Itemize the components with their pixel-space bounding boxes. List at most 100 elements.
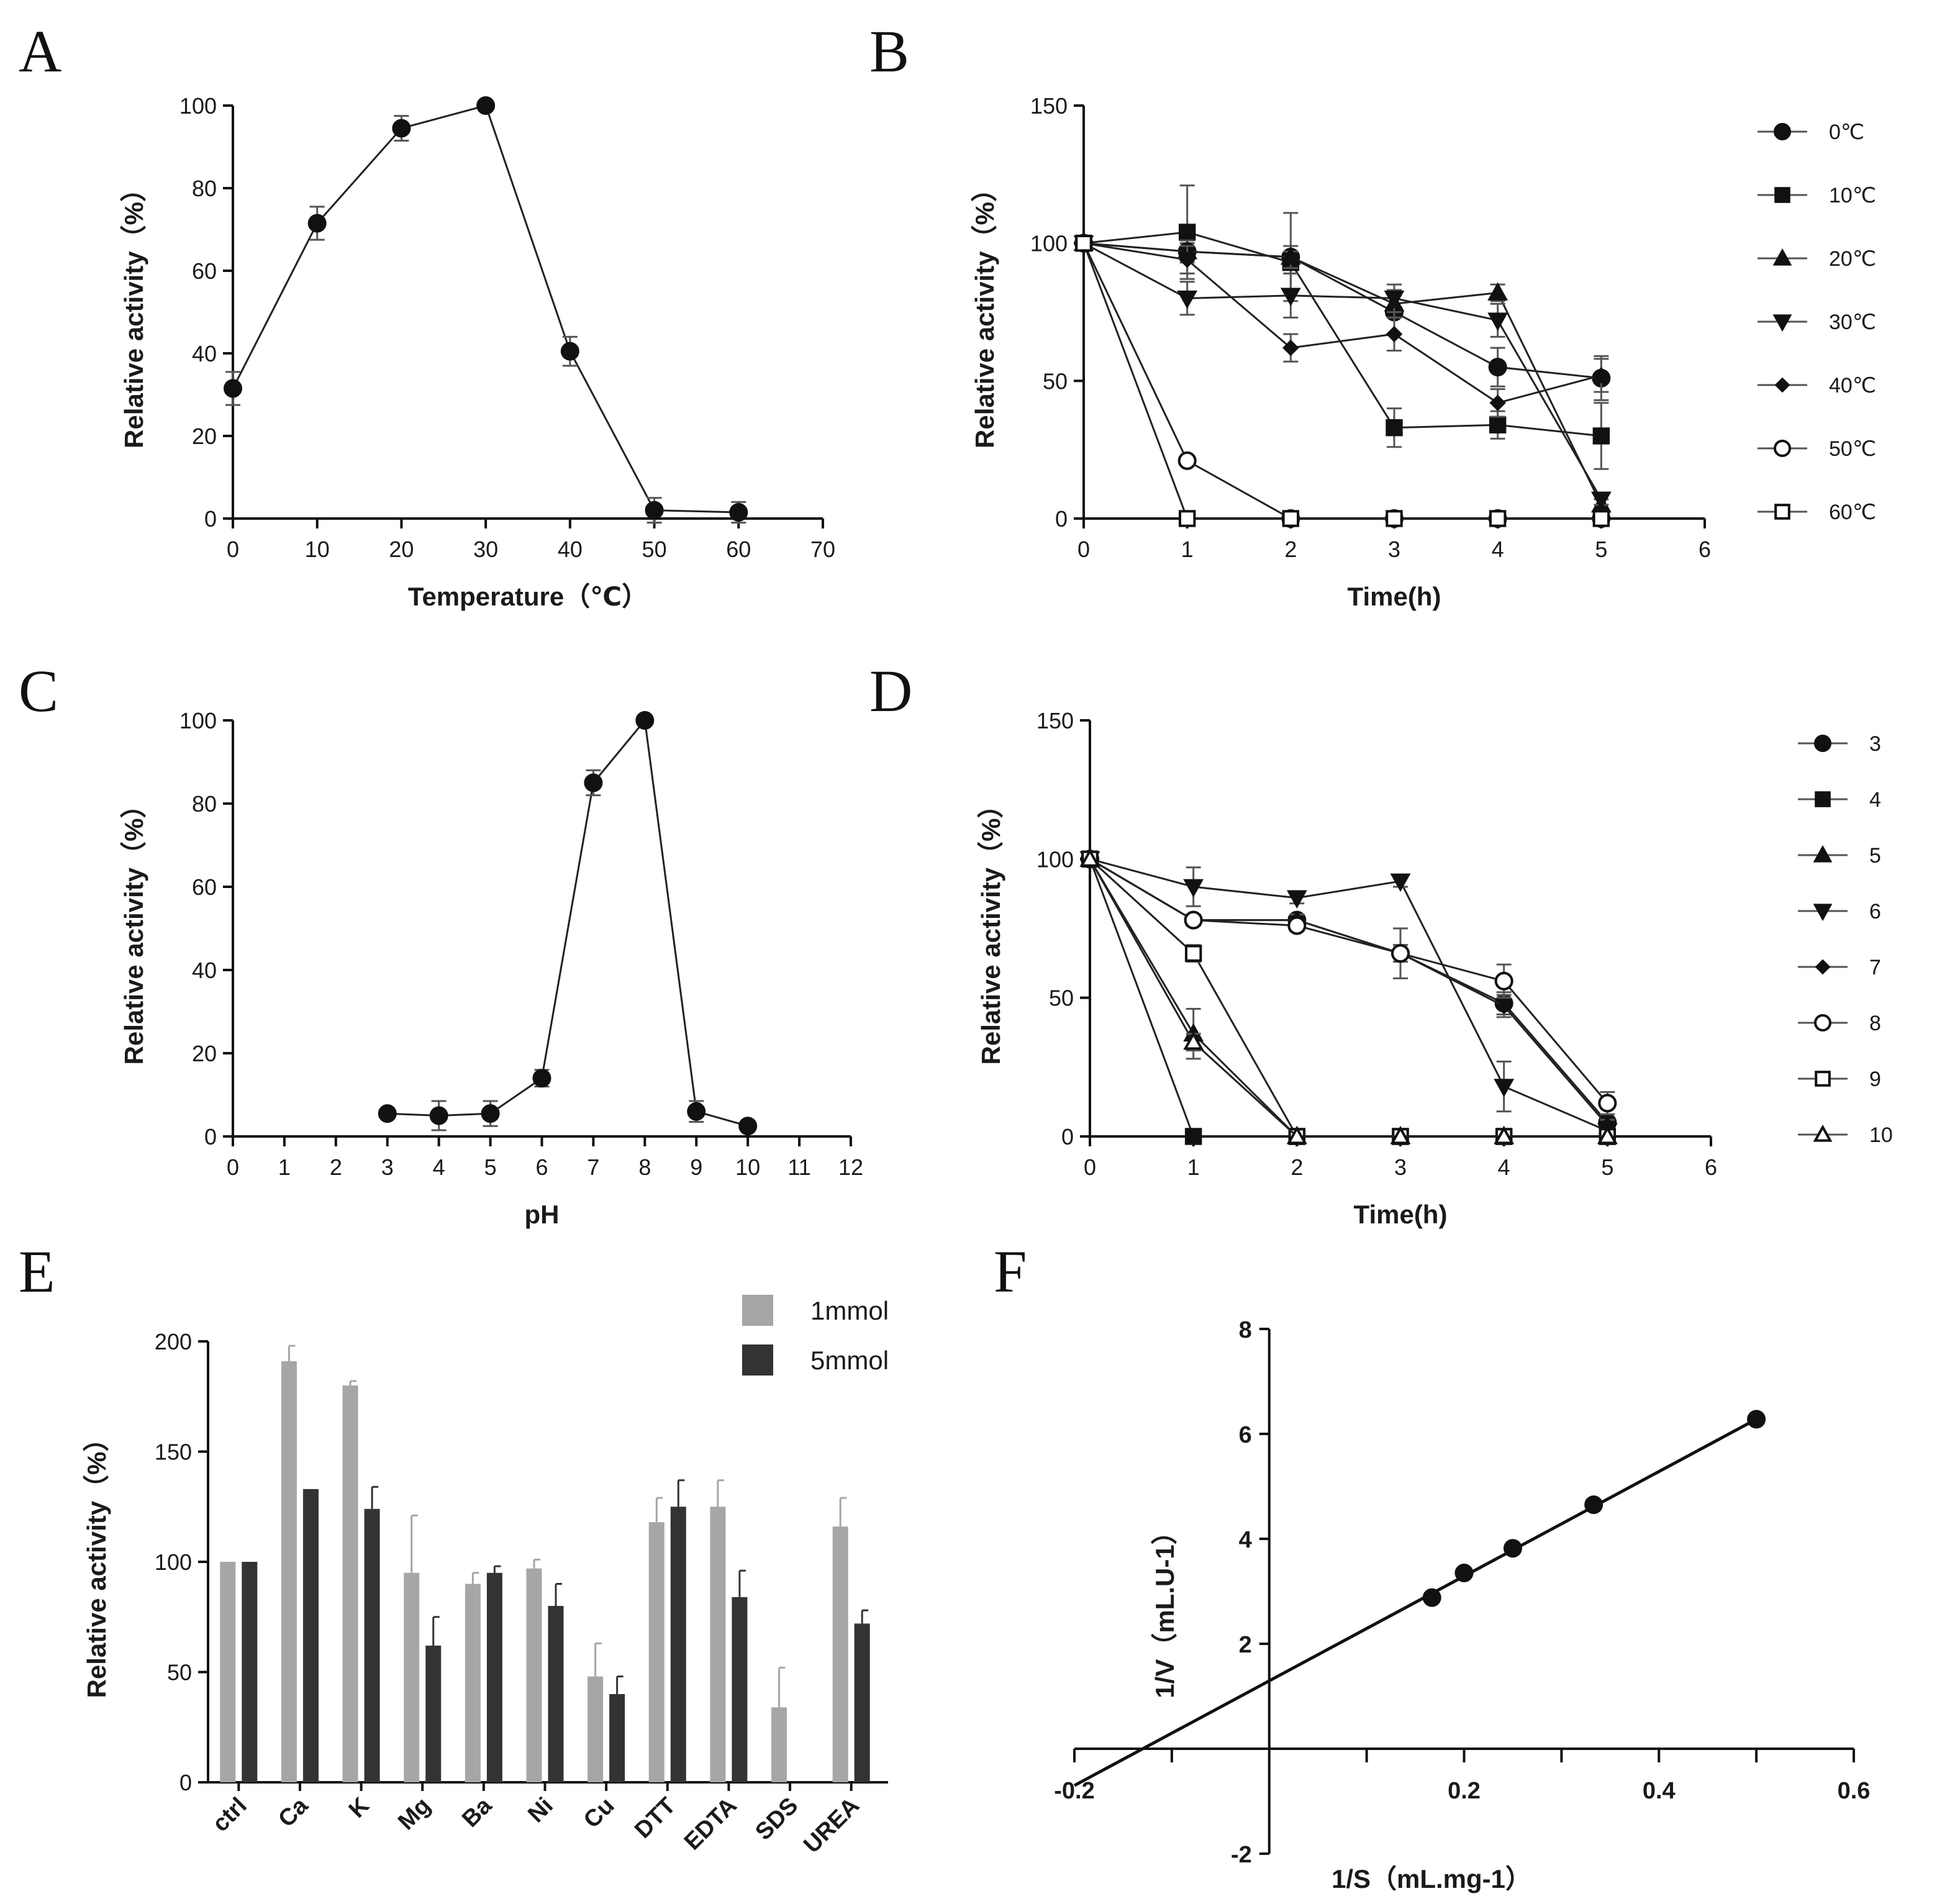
b-legend-label: 50℃ (1829, 437, 1876, 461)
b-legend-label: 30℃ (1829, 311, 1876, 334)
e-y-tick-label: 0 (179, 1770, 192, 1795)
f-y-tick-label: -2 (1231, 1842, 1252, 1868)
b-data-point (1592, 427, 1610, 445)
b-data-point (1488, 358, 1507, 377)
c-x-tick-label: 6 (535, 1154, 548, 1180)
d-legend-label: 3 (1869, 732, 1881, 756)
d-series-line (1089, 858, 1608, 1138)
b-x-tick-label: 5 (1595, 537, 1607, 562)
d-data-point (1287, 916, 1307, 935)
a-x-tick-label: 20 (389, 537, 414, 562)
f-x-tick-label: 0.4 (1643, 1778, 1676, 1804)
a-y-tick-label: 100 (179, 93, 217, 119)
b-legend-label: 10℃ (1829, 184, 1876, 207)
d-series-5 (1081, 850, 1617, 1115)
d-series-0 (1081, 850, 1617, 1132)
e-bar-5mmol (364, 1508, 380, 1782)
b-x-tick-label: 2 (1284, 537, 1297, 562)
e-bar-1mmol (587, 1676, 604, 1782)
e-category-label: DTT (630, 1793, 681, 1844)
c-y-tick-label: 40 (192, 958, 217, 983)
b-y-axis-title: Relative activity（%） (970, 176, 999, 448)
a-x-tick-label: 60 (726, 537, 751, 562)
b-legend-marker (1774, 123, 1791, 140)
e-bar-1mmol (710, 1507, 726, 1782)
c-y-axis-title: Relative activity（%） (119, 792, 148, 1065)
e-bar-1mmol (404, 1572, 420, 1782)
c-x-axis-title: pH (525, 1200, 560, 1229)
d-legend-label: 8 (1869, 1012, 1881, 1035)
c-x-tick-label: 11 (787, 1154, 810, 1180)
b-data-point (1386, 510, 1403, 527)
e-legend-label: 1mmol (810, 1296, 889, 1325)
e-bar-5mmol (732, 1597, 748, 1782)
d-data-point (1286, 1125, 1307, 1145)
a-data-point (729, 503, 748, 522)
c-y-tick-label: 60 (192, 874, 217, 900)
f-x-tick-label: 0.6 (1838, 1778, 1871, 1804)
c-y-tick-label: 100 (179, 708, 217, 733)
b-data-point (1386, 419, 1403, 437)
f-x-tick-label: -0.2 (1054, 1778, 1094, 1804)
d-data-point (1184, 910, 1203, 930)
d-x-tick-label: 2 (1291, 1154, 1303, 1180)
d-data-point (1183, 1031, 1204, 1050)
d-y-tick-label: 150 (1037, 708, 1074, 733)
f-y-tick-label: 2 (1239, 1632, 1252, 1658)
b-legend-marker (1772, 314, 1792, 332)
b-x-tick-label: 1 (1181, 537, 1194, 562)
c-data-point (532, 1069, 551, 1088)
d-series-line (1089, 858, 1608, 1104)
e-bar-1mmol (832, 1526, 848, 1782)
d-legend-marker (1813, 845, 1833, 863)
d-data-point (1390, 873, 1411, 892)
b-data-point (1179, 252, 1195, 268)
c-series-0 (378, 711, 758, 1136)
b-legend-marker (1774, 187, 1790, 203)
b-series-line (1083, 242, 1602, 500)
a-y-tick-label: 80 (192, 176, 217, 201)
d-x-axis-title: Time(h) (1354, 1200, 1448, 1229)
f-y-tick-label: 4 (1239, 1527, 1252, 1553)
a-series-line (232, 104, 739, 514)
a-x-axis-title: Temperature（℃） (408, 582, 648, 611)
d-data-point (1183, 879, 1204, 898)
d-legend-marker (1814, 735, 1831, 752)
b-series-0 (1074, 212, 1611, 401)
b-data-point (1489, 416, 1507, 433)
b-y-tick-label: 50 (1043, 368, 1068, 394)
a-y-tick-label: 40 (192, 341, 217, 366)
b-data-point (1489, 510, 1507, 527)
b-y-tick-label: 0 (1055, 506, 1068, 532)
c-x-tick-label: 12 (838, 1154, 863, 1180)
e-category-label: Mg (393, 1793, 436, 1836)
e-bar-1mmol (526, 1568, 542, 1782)
c-data-point (378, 1104, 397, 1123)
b-legend-label: 40℃ (1829, 374, 1876, 397)
e-y-tick-label: 100 (155, 1549, 192, 1575)
e-bar-1mmol (342, 1385, 358, 1782)
d-legend-marker (1815, 791, 1831, 807)
e-category-label: UREA (799, 1793, 864, 1859)
b-series-6 (1075, 234, 1610, 527)
d-data-point (1494, 1079, 1515, 1097)
b-x-axis-title: Time(h) (1348, 582, 1441, 611)
a-series-0 (224, 96, 748, 524)
d-y-axis-title: Relative activity（%） (976, 792, 1005, 1065)
e-legend-swatch (742, 1295, 773, 1326)
d-data-point (1391, 944, 1410, 963)
b-series-1 (1075, 184, 1610, 470)
a-y-tick-label: 20 (192, 424, 217, 449)
c-x-tick-label: 5 (484, 1154, 497, 1180)
panel-d-ph-stability: 0 50 100 150 0 1 2 3 4 5 6 Time(h) Relative activity… (976, 708, 1893, 1229)
e-bar-1mmol (281, 1361, 297, 1782)
f-x-tick-label: 0.2 (1448, 1778, 1481, 1804)
b-data-point (1489, 394, 1506, 412)
e-bar-5mmol (609, 1694, 625, 1782)
b-series-line (1083, 231, 1602, 437)
a-y-tick-label: 0 (204, 506, 217, 532)
f-x-axis-title: 1/S（mL.mg-1） (1331, 1864, 1531, 1893)
c-x-tick-label: 0 (227, 1154, 239, 1180)
c-data-point (584, 773, 603, 792)
